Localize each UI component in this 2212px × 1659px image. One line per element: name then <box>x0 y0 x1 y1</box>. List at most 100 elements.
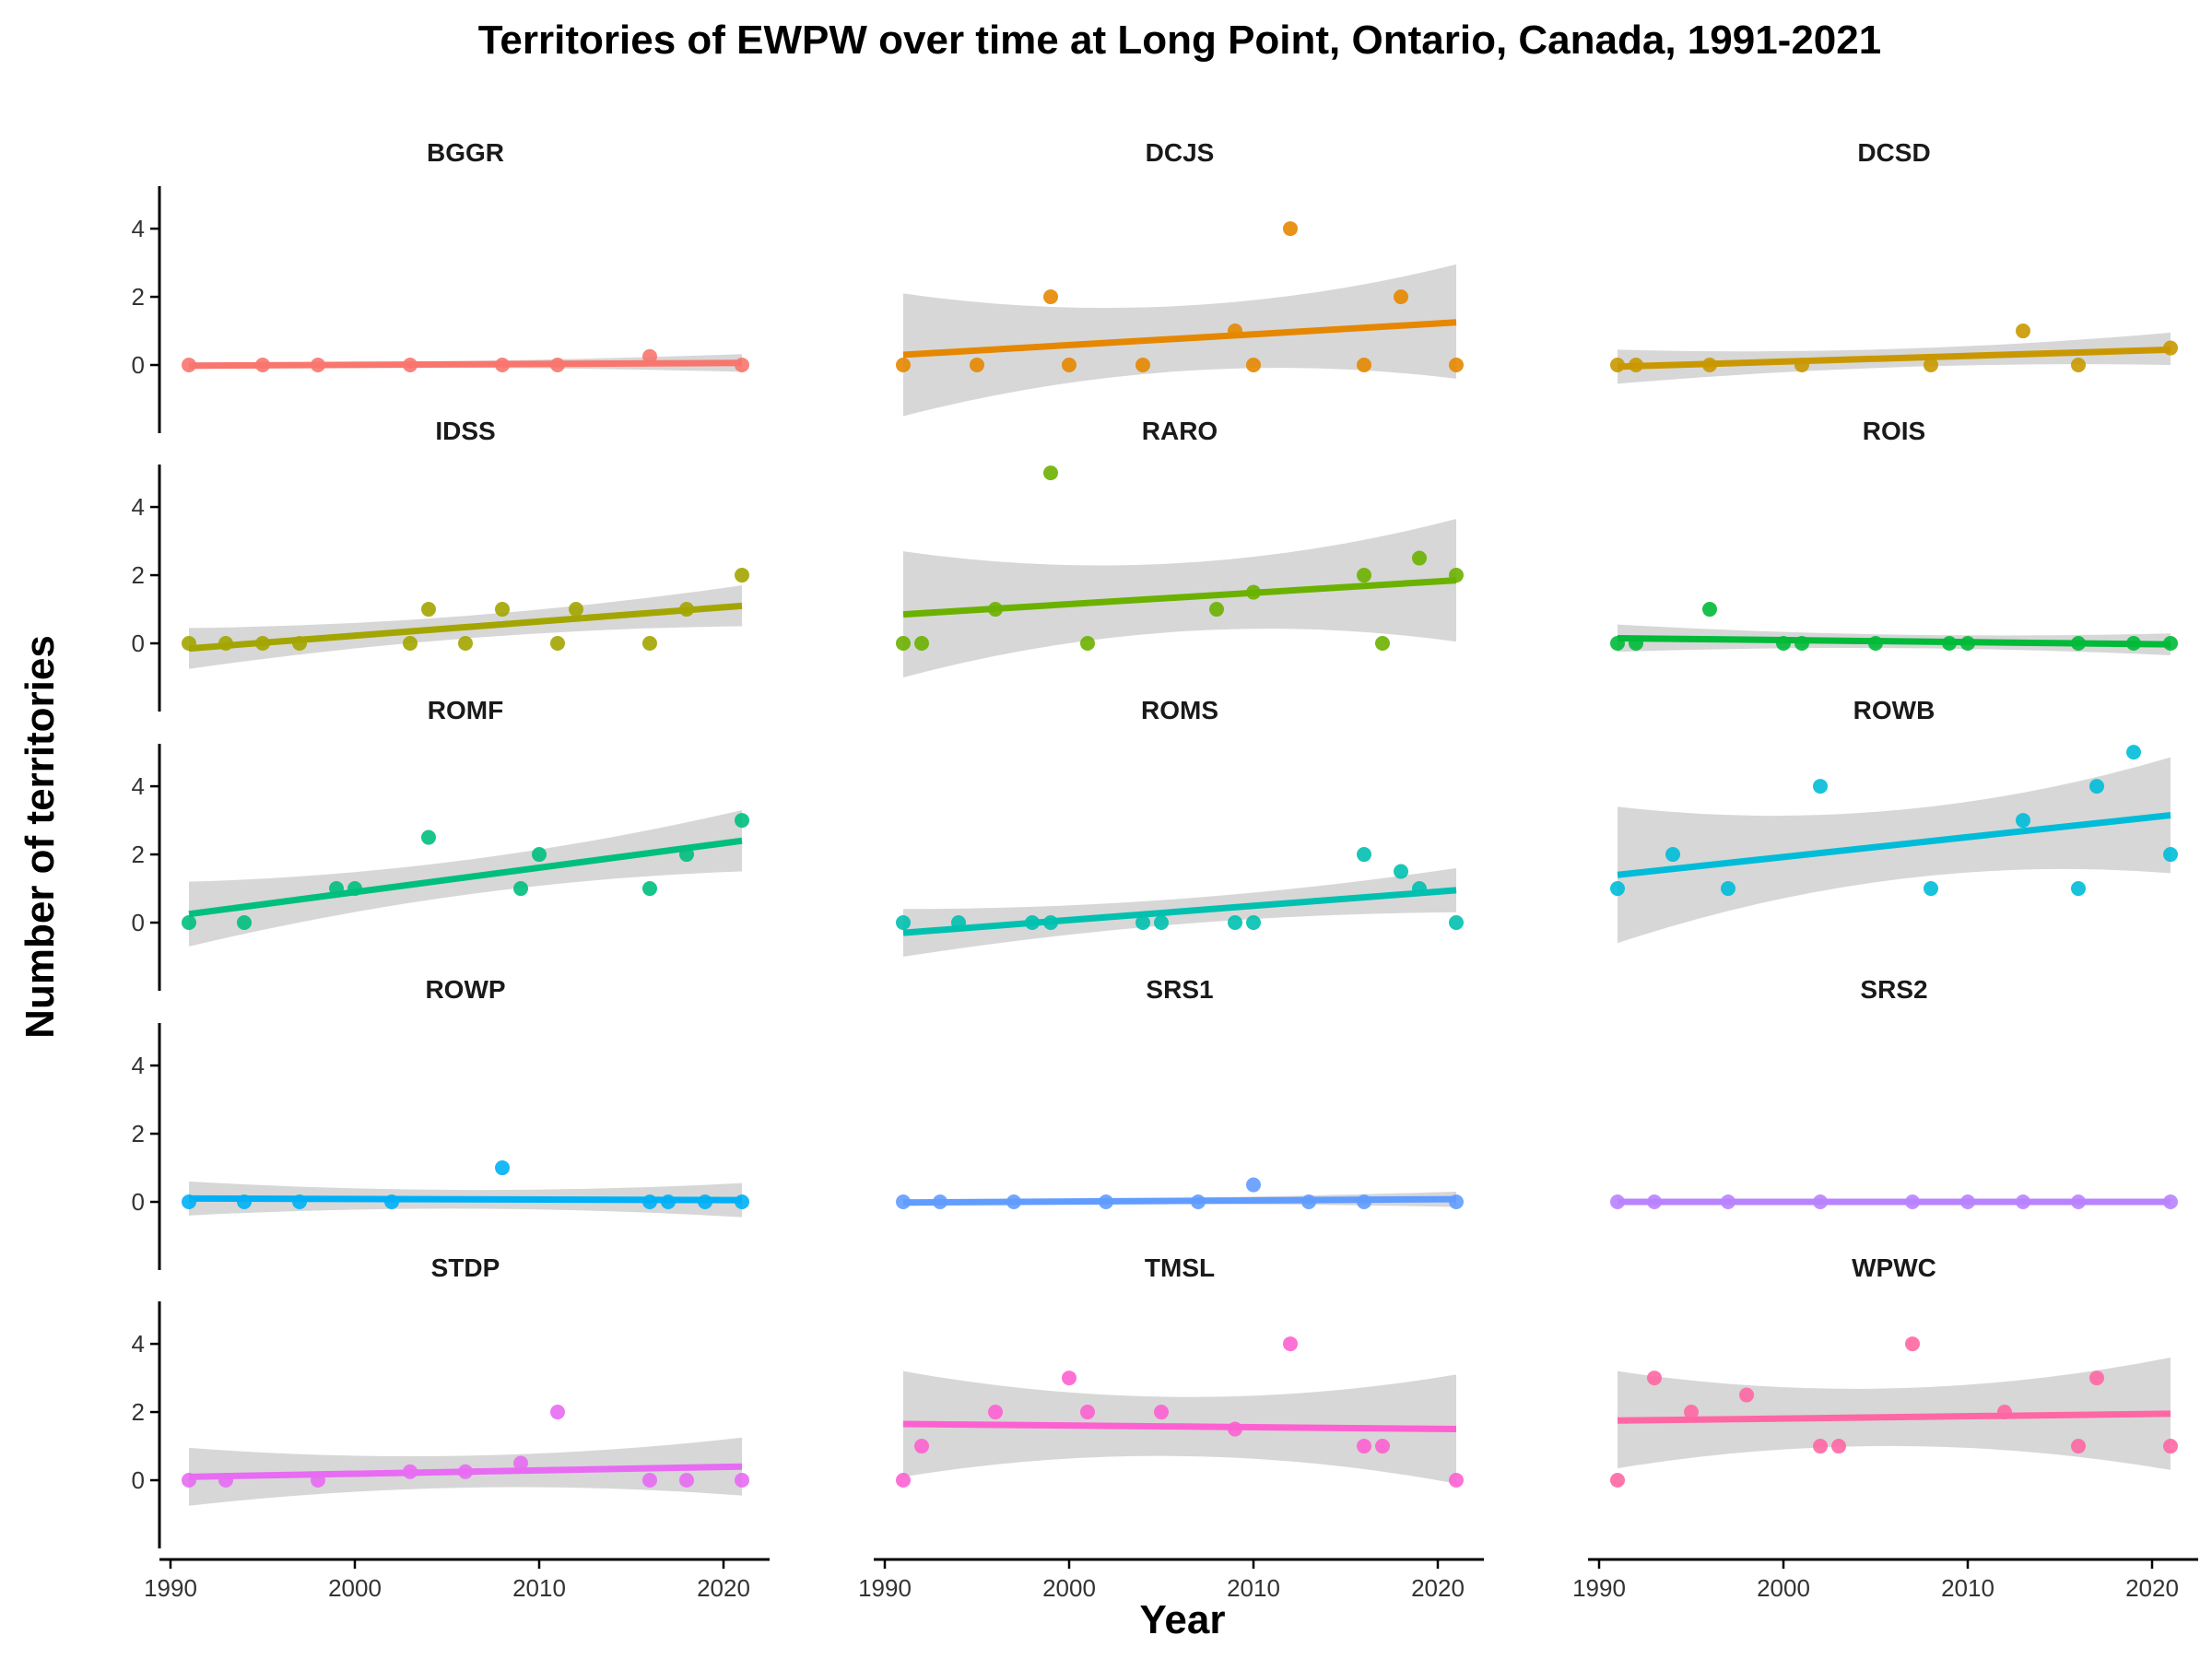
data-point <box>2071 358 2086 373</box>
trend-line <box>1617 1410 2171 1424</box>
data-point <box>1080 1405 1095 1420</box>
data-point <box>1813 779 1828 794</box>
data-point <box>1099 1194 1113 1210</box>
trend-line <box>902 887 1457 936</box>
data-point <box>642 1473 657 1488</box>
data-point <box>1394 864 1408 879</box>
data-point <box>1357 568 1371 583</box>
data-point <box>513 881 528 897</box>
data-point <box>403 358 418 373</box>
x-tick-label: 1990 <box>1572 1574 1626 1602</box>
y-tick-label: 4 <box>132 1330 145 1358</box>
data-point <box>292 636 307 652</box>
data-point <box>550 636 565 652</box>
data-point <box>292 1194 307 1210</box>
trend-line <box>188 359 743 370</box>
data-point <box>1924 358 1938 373</box>
data-point <box>1610 1473 1625 1488</box>
y-tick-label: 4 <box>132 493 145 521</box>
data-point <box>679 847 694 863</box>
data-point <box>1135 358 1150 373</box>
data-point <box>698 1194 712 1210</box>
data-point <box>951 915 966 931</box>
panel-label: ROIS <box>1863 417 1925 445</box>
data-point <box>1412 550 1427 566</box>
x-axis-title: Year <box>1140 1597 1226 1642</box>
panel-label: DCSD <box>1857 138 1930 167</box>
y-tick-label: 2 <box>132 1398 145 1426</box>
data-point <box>1246 1177 1261 1193</box>
data-point <box>1357 1194 1371 1210</box>
data-point <box>384 1194 399 1210</box>
data-point <box>735 358 749 373</box>
data-point <box>1043 915 1058 931</box>
data-point <box>182 915 196 931</box>
x-tick-label: 2020 <box>1411 1574 1465 1602</box>
panel-label: RARO <box>1142 417 1218 445</box>
data-point <box>1357 847 1371 863</box>
panel-label: TMSL <box>1145 1253 1215 1282</box>
data-point <box>1794 358 1809 373</box>
data-point <box>182 358 196 373</box>
data-point <box>642 636 657 652</box>
data-point <box>513 1455 528 1471</box>
data-point <box>255 358 270 373</box>
data-point <box>2163 1439 2178 1454</box>
data-point <box>2089 779 2104 794</box>
data-point <box>1702 602 1717 618</box>
trend-line <box>902 319 1457 359</box>
data-point <box>550 358 565 373</box>
y-tick-label: 2 <box>132 1120 145 1147</box>
data-point <box>347 881 362 897</box>
data-point <box>970 358 984 373</box>
data-point <box>1449 915 1464 931</box>
data-point <box>1449 568 1464 583</box>
data-point <box>1135 915 1150 931</box>
data-point <box>988 602 1003 618</box>
data-point <box>1246 358 1261 373</box>
data-point <box>237 1194 252 1210</box>
data-point <box>421 602 436 618</box>
data-point <box>735 1194 749 1210</box>
data-point <box>1997 1405 2012 1420</box>
panel-romf: ROMF 0 2 4 <box>132 696 749 991</box>
data-point <box>1610 358 1625 373</box>
data-point <box>1702 358 1717 373</box>
panel-label: DCJS <box>1146 138 1215 167</box>
panel-idss: IDSS 0 2 4 <box>132 417 749 712</box>
panel-wpwc: WPWC 1990 2000 2010 2020 <box>1572 1253 2198 1602</box>
data-point <box>1610 1194 1625 1210</box>
data-point <box>2163 340 2178 356</box>
trend-line <box>188 602 743 653</box>
x-tick-label: 2020 <box>2125 1574 2179 1602</box>
data-point <box>1960 1194 1975 1210</box>
panel-rowb: ROWB <box>1610 696 2178 944</box>
data-point <box>421 830 436 845</box>
data-point <box>458 1464 473 1479</box>
data-point <box>1006 1194 1021 1210</box>
data-point <box>1813 1194 1828 1210</box>
panel-bggr: BGGR 0 2 4 <box>132 138 749 433</box>
data-point <box>1228 324 1242 339</box>
data-point <box>933 1194 947 1210</box>
panel-label: IDSS <box>435 417 495 445</box>
data-point <box>1813 1439 1828 1454</box>
panel-srs1: SRS1 <box>896 975 1464 1210</box>
data-point <box>1924 881 1938 897</box>
panel-dcjs: DCJS <box>896 138 1464 417</box>
data-point <box>403 636 418 652</box>
data-point <box>1739 1387 1754 1403</box>
data-point <box>1246 915 1261 931</box>
data-point <box>2163 1194 2178 1210</box>
data-point <box>255 636 270 652</box>
x-tick-label: 1990 <box>858 1574 912 1602</box>
data-point <box>1905 1194 1920 1210</box>
panel-srs2: SRS2 <box>1610 975 2178 1210</box>
data-point <box>1960 636 1975 652</box>
data-point <box>1062 358 1077 373</box>
data-point <box>896 1473 911 1488</box>
data-point <box>1043 465 1058 481</box>
data-point <box>1375 636 1390 652</box>
trend-line <box>188 1194 743 1204</box>
